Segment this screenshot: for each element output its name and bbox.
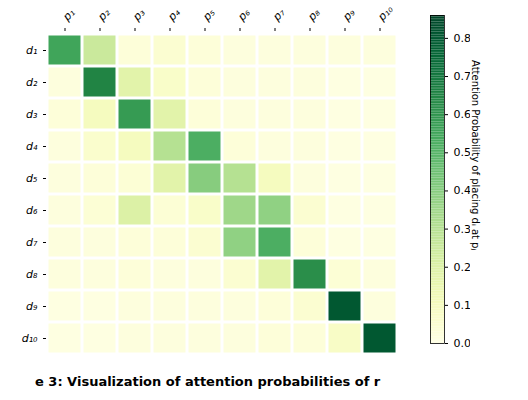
- svg-text:0.8: 0.8: [454, 32, 471, 45]
- svg-text:p₁₀: p₁₀: [375, 2, 396, 23]
- svg-text:d₆: d₆: [26, 204, 38, 217]
- svg-text:p₄: p₄: [165, 6, 183, 24]
- svg-text:0.7: 0.7: [454, 70, 471, 83]
- svg-text:0.0: 0.0: [454, 337, 471, 350]
- svg-text:d₁: d₁: [26, 44, 37, 57]
- svg-text:d₈: d₈: [26, 268, 38, 281]
- svg-text:d₄: d₄: [26, 140, 38, 153]
- svg-text:p₇: p₇: [270, 6, 288, 24]
- svg-text:d₃: d₃: [26, 108, 38, 121]
- svg-text:0.5: 0.5: [454, 146, 471, 159]
- svg-text:p₅: p₅: [200, 6, 218, 24]
- svg-text:0.6: 0.6: [454, 108, 471, 121]
- svg-text:d₅: d₅: [26, 172, 37, 185]
- svg-text:d₉: d₉: [26, 300, 38, 313]
- html-text:e 3: Visualization of attentio: e 3: Visualization of attention probabil…: [35, 374, 381, 389]
- svg-text:p₉: p₉: [340, 6, 358, 24]
- svg-text:p₁: p₁: [60, 6, 78, 24]
- svg-text:0.4: 0.4: [454, 184, 471, 197]
- svg-text:0.2: 0.2: [454, 261, 471, 274]
- svg-text:d₁₀: d₁₀: [22, 332, 38, 345]
- svg-text:p₂: p₂: [95, 6, 113, 24]
- svg-text:d₇: d₇: [26, 236, 38, 249]
- svg-text:0.3: 0.3: [454, 223, 471, 236]
- svg-text:p₃: p₃: [130, 6, 148, 24]
- svg-text:p₆: p₆: [235, 6, 253, 24]
- svg-text:p₈: p₈: [305, 6, 323, 24]
- html-text:Attention Probability of placi: Attention Probability of placing dᵢ at p…: [470, 60, 481, 251]
- svg-text:d₂: d₂: [26, 76, 38, 89]
- svg-text:0.1: 0.1: [454, 299, 471, 312]
